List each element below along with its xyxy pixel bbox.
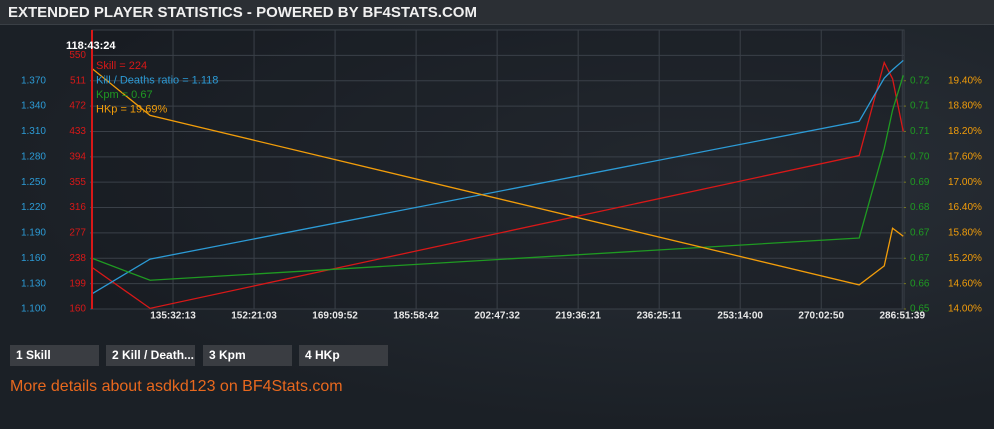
y-tick-label: 550: [69, 50, 86, 61]
y-tick-label: 472: [69, 101, 86, 112]
y-tick-label: 355: [69, 177, 86, 188]
y-tick-label: 0.71: [910, 101, 930, 112]
y-tick-label: 0.72: [910, 75, 930, 86]
y-tick-label: 1.100: [21, 304, 46, 315]
series-line: [91, 59, 904, 295]
y-tick-label: 17.00%: [948, 177, 982, 188]
tab[interactable]: 3 Kpm: [203, 345, 292, 366]
y-tick-label: 16.40%: [948, 202, 982, 213]
x-tick-label: 135:32:13: [150, 311, 196, 322]
y-tick-label: 0.70: [910, 151, 930, 162]
y-tick-label: 0.71: [910, 126, 930, 137]
x-tick-label: 236:25:11: [637, 311, 682, 322]
tooltip-line: Kpm = 0.67: [96, 89, 153, 101]
y-tick-label: 1.280: [21, 151, 46, 162]
x-tick-label: 286:51:39: [879, 311, 925, 322]
x-tick-label: 270:02:50: [798, 311, 844, 322]
x-tick-label: 185:58:42: [393, 311, 439, 322]
y-tick-label: 394: [69, 151, 86, 162]
y-tick-label: 1.310: [21, 126, 46, 137]
x-tick-label: 253:14:00: [717, 311, 763, 322]
y-tick-label: 511: [70, 75, 86, 86]
y-tick-label: 0.66: [910, 278, 930, 289]
y-tick-label: 1.340: [21, 101, 46, 112]
details-link[interactable]: More details about asdkd123 on BF4Stats.…: [10, 378, 343, 395]
series-line: [91, 67, 904, 286]
crosshair-label: 118:43:24: [66, 40, 116, 52]
x-tick-label: 152:21:03: [231, 311, 277, 322]
y-tick-label: 15.20%: [948, 253, 982, 264]
y-tick-label: 1.130: [21, 278, 46, 289]
y-tick-label: 0.69: [910, 177, 930, 188]
y-tick-label: 433: [69, 126, 86, 137]
y-tick-label: 160: [69, 304, 86, 315]
plot-area: [91, 29, 905, 310]
tooltip-line: Kill / Deaths ratio = 1.118: [96, 74, 218, 86]
y-tick-label: 1.370: [21, 75, 46, 86]
y-tick-label: 15.80%: [948, 228, 982, 239]
y-tick-label: 1.220: [21, 202, 46, 213]
y-tick-label: 0.65: [910, 304, 930, 315]
tooltip-line: Skill = 224: [96, 60, 147, 72]
y-tick-label: 238: [69, 253, 86, 264]
y-tick-label: 199: [69, 278, 86, 289]
y-tick-label: 0.67: [910, 253, 930, 264]
y-tick-label: 19.40%: [948, 75, 982, 86]
y-tick-label: 0.68: [910, 202, 930, 213]
tooltip-line: HKp = 19.69%: [96, 103, 167, 115]
y-tick-label: 14.60%: [948, 278, 982, 289]
y-tick-label: 0.67: [910, 228, 930, 239]
series-line: [91, 75, 904, 281]
y-tick-label: 1.160: [21, 253, 46, 264]
x-tick-label: 169:09:52: [312, 311, 358, 322]
header-title: EXTENDED PLAYER STATISTICS - POWERED BY …: [8, 4, 477, 21]
y-tick-label: 18.80%: [948, 101, 982, 112]
x-tick-label: 202:47:32: [474, 311, 520, 322]
y-tick-label: 1.190: [21, 228, 46, 239]
y-tick-label: 1.250: [21, 177, 46, 188]
series-line: [91, 60, 904, 310]
tab[interactable]: 2 Kill / Death...: [106, 345, 195, 366]
x-tick-label: 219:36:21: [555, 311, 601, 322]
y-tick-label: 277: [69, 228, 86, 239]
header: EXTENDED PLAYER STATISTICS - POWERED BY …: [0, 0, 994, 25]
tab[interactable]: 1 Skill: [10, 345, 99, 366]
y-tick-label: 14.00%: [948, 304, 982, 315]
y-tick-label: 17.60%: [948, 151, 982, 162]
y-tick-label: 316: [69, 202, 86, 213]
y-tick-label: 18.20%: [948, 126, 982, 137]
tab[interactable]: 4 HKp: [299, 345, 388, 366]
